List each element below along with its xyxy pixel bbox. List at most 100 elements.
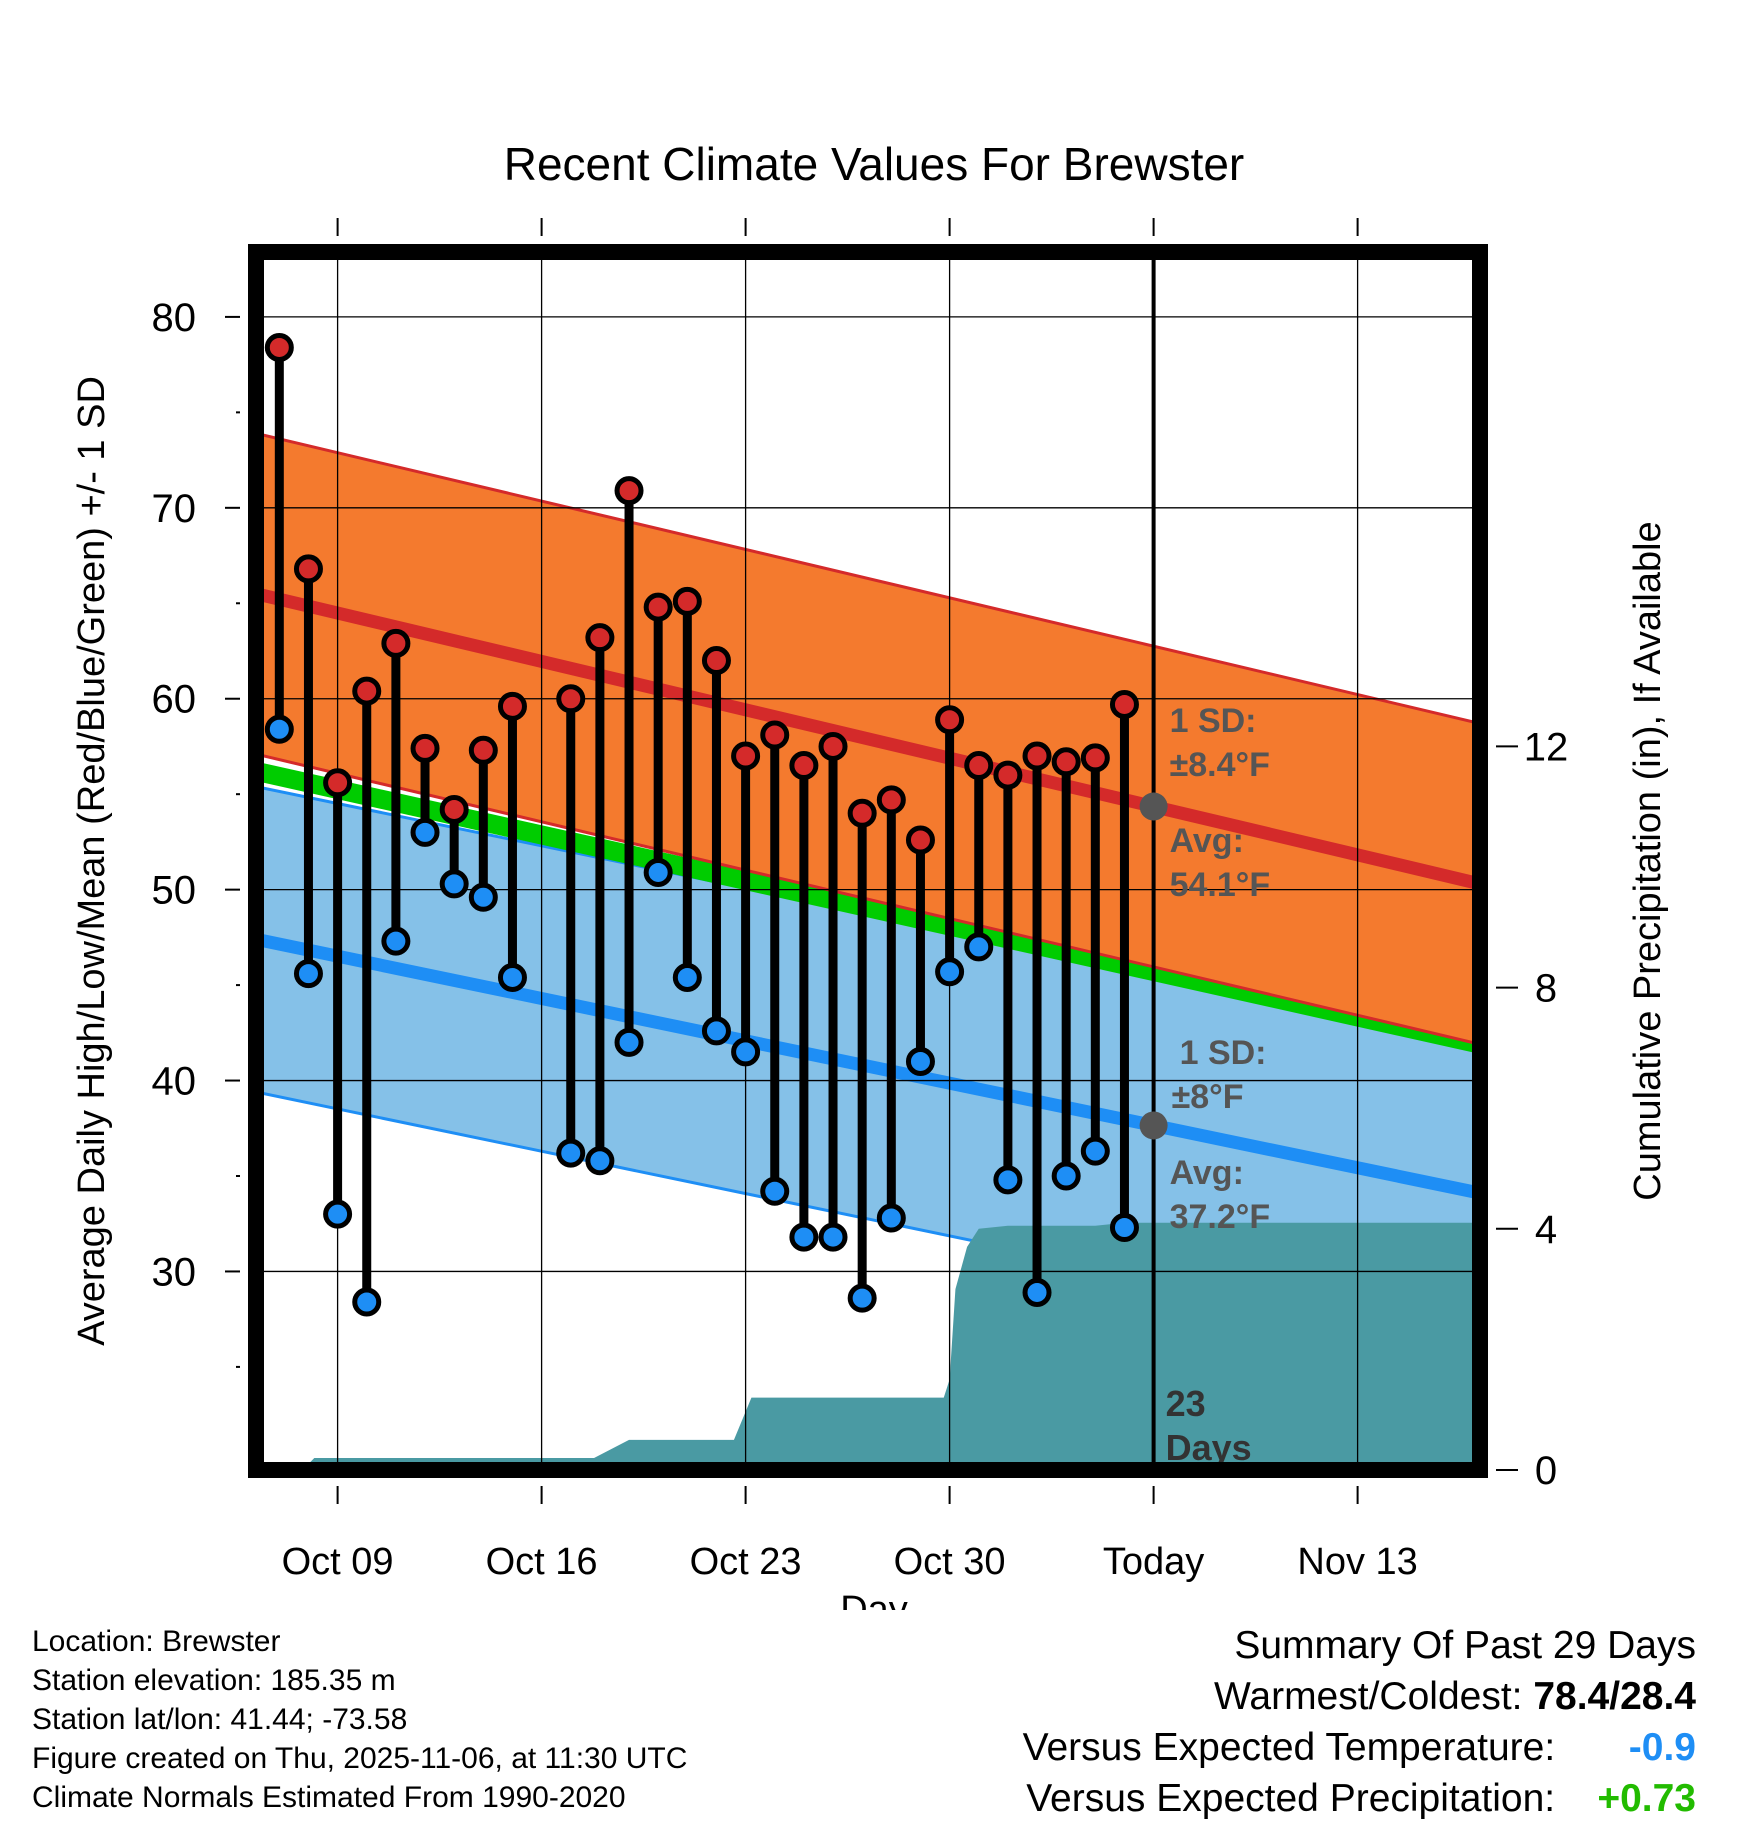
high-temp-point	[964, 751, 994, 781]
low-temp-point	[847, 1283, 877, 1313]
low-temp-point	[672, 962, 702, 992]
high-temp-point	[381, 628, 411, 658]
low-temp-point	[439, 869, 469, 899]
chart-title: Recent Climate Values For Brewster	[504, 138, 1245, 190]
elevation-text: Station elevation: 185.35 m	[32, 1664, 396, 1697]
location-text: Location: Brewster	[32, 1625, 281, 1658]
low-temp-point	[323, 1199, 353, 1229]
high-avg-label: Avg:	[1170, 822, 1244, 860]
low-temp-point	[410, 817, 440, 847]
low-temp-point	[643, 857, 673, 887]
plot-area	[256, 252, 1480, 1470]
low-temp-point	[876, 1203, 906, 1233]
low-temp-point	[818, 1222, 848, 1252]
station-info: Location: Brewster Station elevation: 18…	[32, 1622, 687, 1817]
warmest-coldest-row: Warmest/Coldest: 78.4/28.4	[1023, 1671, 1696, 1722]
y-tick-label: 80	[152, 296, 197, 340]
low-temp-point	[264, 714, 294, 744]
low-temp-point	[497, 962, 527, 992]
temp-anomaly-label: Versus Expected Temperature:	[1022, 1726, 1556, 1769]
y-axis-title: Average Daily High/Low/Mean (Red/Blue/Gr…	[71, 376, 113, 1346]
precip-area	[256, 1222, 1480, 1470]
x-axis-title: Day	[840, 1589, 908, 1610]
high-temp-point	[993, 760, 1023, 790]
low-temp-point	[1080, 1136, 1110, 1166]
high-temp-point	[293, 554, 323, 584]
high-temp-point	[410, 733, 440, 763]
low-temp-point	[1051, 1161, 1081, 1191]
low-temp-point	[760, 1176, 790, 1206]
created-text: Figure created on Thu, 2025-11-06, at 11…	[32, 1742, 688, 1775]
latlon-text: Station lat/lon: 41.44; -73.58	[32, 1703, 408, 1736]
high-band-upper-edge	[256, 431, 1480, 726]
low-temp-point	[352, 1287, 382, 1317]
temp-anomaly-value: -0.9	[1628, 1726, 1696, 1769]
high-avg-marker	[1139, 792, 1168, 821]
low-temp-point	[905, 1046, 935, 1076]
high-temp-point	[672, 586, 702, 616]
high-temp-point	[264, 332, 294, 362]
climate-chart: 1 SD: ±8.4°F Avg: 54.1°F 1 SD: ±8°F Avg: 37.2°F…	[71, 138, 1669, 1610]
y-tick-label: 70	[152, 487, 197, 531]
y2-tick-label: 8	[1535, 967, 1557, 1011]
y2-axis-title: Cumulative Precipitation (in), If Availa…	[1627, 521, 1669, 1200]
high-sd-label: 1 SD:	[1170, 702, 1257, 740]
high-temp-point	[439, 794, 469, 824]
low-avg-value: 37.2°F	[1170, 1198, 1271, 1236]
low-avg-marker	[1139, 1111, 1168, 1140]
high-temp-point	[905, 825, 935, 855]
y-tick-label: 60	[152, 678, 197, 722]
high-temp-point	[556, 684, 586, 714]
low-temp-point	[935, 957, 965, 987]
low-temp-point	[993, 1165, 1023, 1195]
high-temp-point	[1022, 741, 1052, 771]
days-count: 23	[1166, 1383, 1206, 1424]
low-temp-point	[1022, 1277, 1052, 1307]
low-normal-line	[256, 932, 1480, 1200]
x-tick-label: Oct 30	[894, 1541, 1006, 1583]
high-sd-value: ±8.4°F	[1170, 746, 1270, 784]
x-tick-label: Oct 23	[690, 1541, 802, 1583]
high-temp-point	[818, 731, 848, 761]
high-avg-value: 54.1°F	[1170, 866, 1271, 904]
temp-anomaly-row: Versus Expected Temperature: -0.9	[1023, 1722, 1696, 1773]
days-label: Days	[1166, 1427, 1252, 1468]
high-temp-point	[497, 691, 527, 721]
high-temp-point	[643, 592, 673, 622]
low-temp-point	[614, 1027, 644, 1057]
warmest-coldest-label: Warmest/Coldest:	[1214, 1675, 1523, 1718]
y2-tick-label: 4	[1535, 1208, 1557, 1252]
high-temp-point	[935, 705, 965, 735]
x-tick-label: Oct 09	[282, 1541, 394, 1583]
high-temp-point	[847, 798, 877, 828]
low-temp-point	[468, 882, 498, 912]
high-normal-line	[256, 587, 1480, 891]
high-temp-point	[1080, 743, 1110, 773]
y-tick-label: 30	[152, 1250, 197, 1294]
precip-anomaly-row: Versus Expected Precipitation: +0.73	[1023, 1773, 1696, 1824]
high-temp-point	[731, 741, 761, 771]
precip-anomaly-value: +0.73	[1597, 1777, 1696, 1820]
high-temp-point	[1051, 747, 1081, 777]
low-temp-point	[731, 1037, 761, 1067]
high-temp-point	[352, 676, 382, 706]
low-temp-point	[556, 1138, 586, 1168]
summary-title: Summary Of Past 29 Days	[1234, 1624, 1696, 1667]
precip-anomaly-label: Versus Expected Precipitation:	[1026, 1777, 1556, 1820]
y2-tick-label: 12	[1524, 725, 1569, 769]
x-tick-label: Today	[1103, 1541, 1204, 1583]
low-temp-point	[701, 1016, 731, 1046]
x-tick-label: Oct 16	[486, 1541, 598, 1583]
high-temp-point	[468, 735, 498, 765]
low-temp-point	[1109, 1213, 1139, 1243]
low-sd-value: ±8°F	[1172, 1078, 1244, 1116]
summary-panel: Summary Of Past 29 Days Warmest/Coldest:…	[1023, 1620, 1696, 1824]
y-tick-label: 40	[152, 1060, 197, 1104]
low-temp-point	[381, 926, 411, 956]
high-temp-point	[760, 720, 790, 750]
x-tick-label: Nov 13	[1297, 1541, 1417, 1583]
y-tick-label: 50	[152, 869, 197, 913]
low-temp-point	[964, 932, 994, 962]
high-temp-point	[614, 476, 644, 506]
plot-frame	[248, 244, 1488, 1478]
